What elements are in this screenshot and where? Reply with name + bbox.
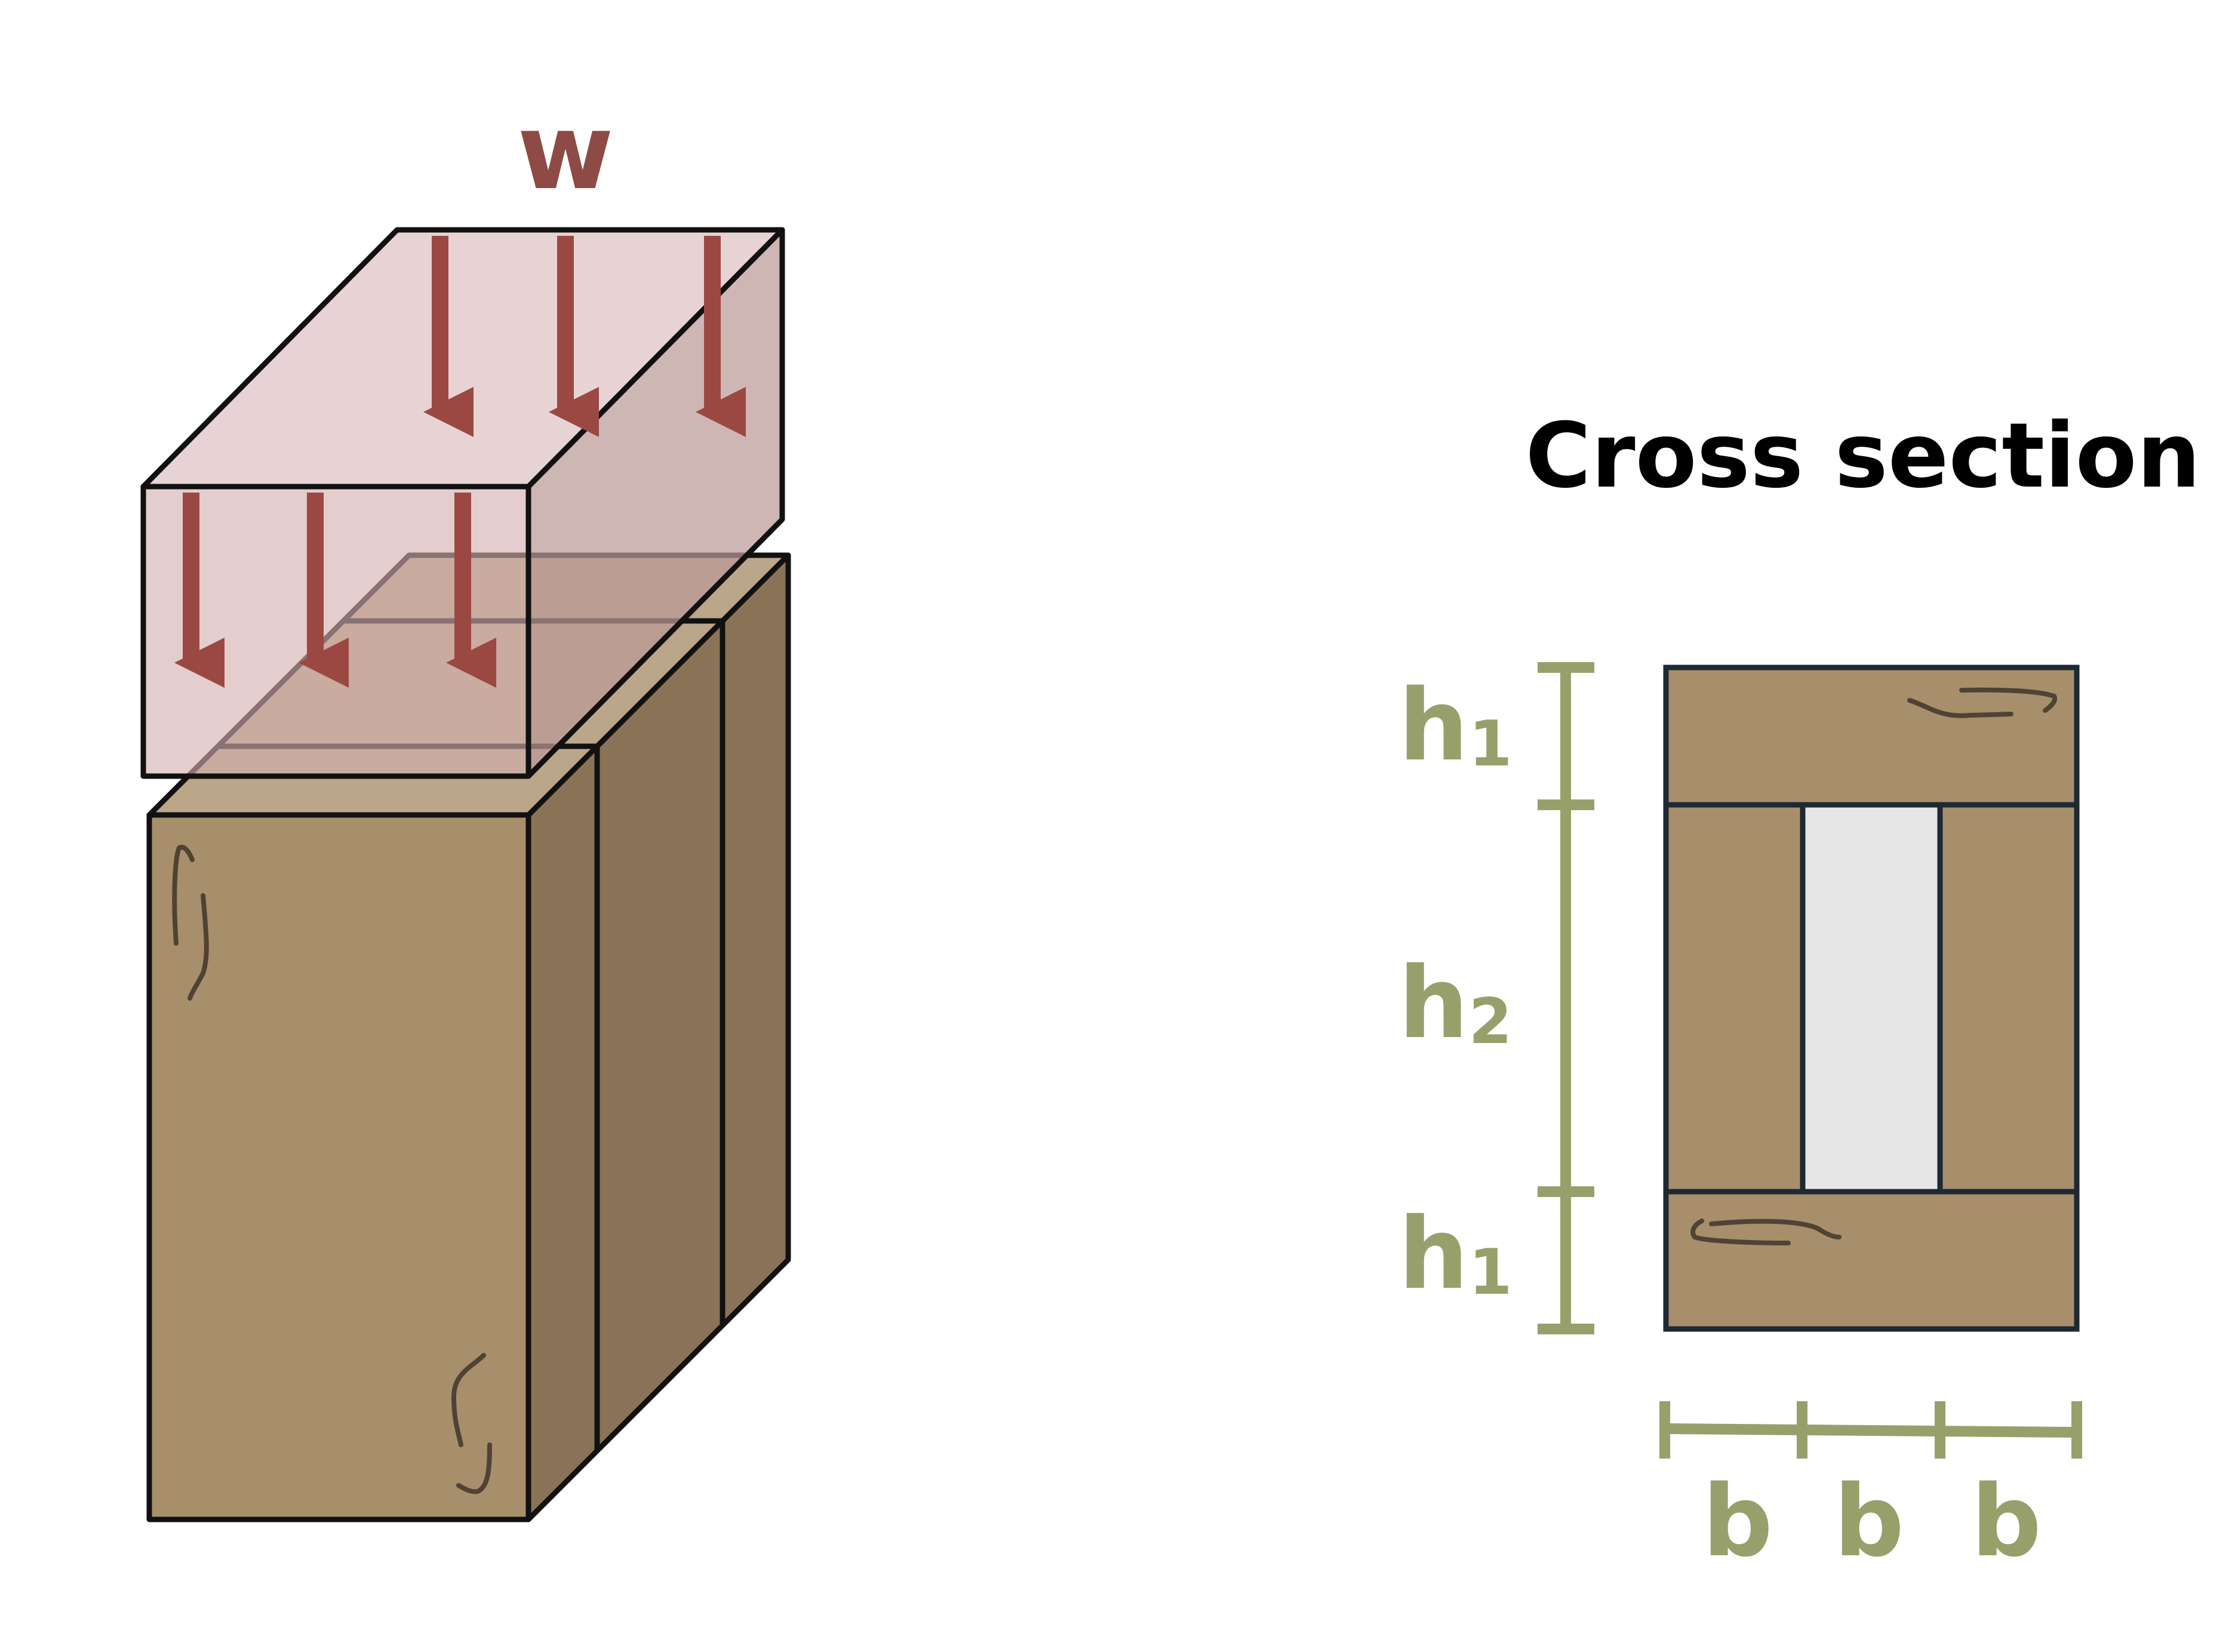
cross-section-shape — [1663, 665, 2080, 1332]
cross-section-title: Cross section — [1526, 404, 2201, 508]
load-label: w — [517, 92, 614, 213]
front-plank-side — [525, 743, 600, 1522]
cross-section: Cross section h1 h2 — [1398, 404, 2200, 1579]
left-web — [1663, 802, 1806, 1195]
right-web — [1937, 802, 2080, 1195]
bottom-flange — [1663, 1189, 2080, 1332]
dim-label-h2: h2 — [1398, 946, 1513, 1060]
hollow-core — [1800, 802, 1943, 1195]
middle-plank-side — [594, 618, 725, 1454]
front-plank-face — [146, 812, 531, 1522]
wood-grain-marks — [172, 845, 492, 1494]
load-arrows-front — [174, 493, 496, 688]
beam-3d: w — [140, 92, 791, 1522]
horizontal-dimension-line — [1664, 1423, 2077, 1438]
horizontal-dimension-labels: b b b — [1702, 1464, 2042, 1579]
load-arrows-back — [423, 236, 746, 437]
back-plank-side — [720, 552, 791, 1328]
dim-label-b-left: b — [1702, 1464, 1773, 1579]
horizontal-dimensions — [1659, 1401, 2082, 1459]
dim-label-b-right: b — [1971, 1464, 2042, 1579]
cross-section-grain — [1690, 687, 2058, 1245]
dim-label-h1-bottom: h1 — [1398, 1196, 1513, 1311]
dim-label-b-middle: b — [1834, 1464, 1904, 1579]
dim-label-h1-top: h1 — [1398, 668, 1513, 783]
vertical-dimension-labels: h1 h2 h1 — [1398, 668, 1513, 1311]
vertical-dimensions — [1538, 662, 1594, 1334]
top-flange — [1663, 665, 2080, 808]
distributed-load-block — [140, 227, 785, 779]
